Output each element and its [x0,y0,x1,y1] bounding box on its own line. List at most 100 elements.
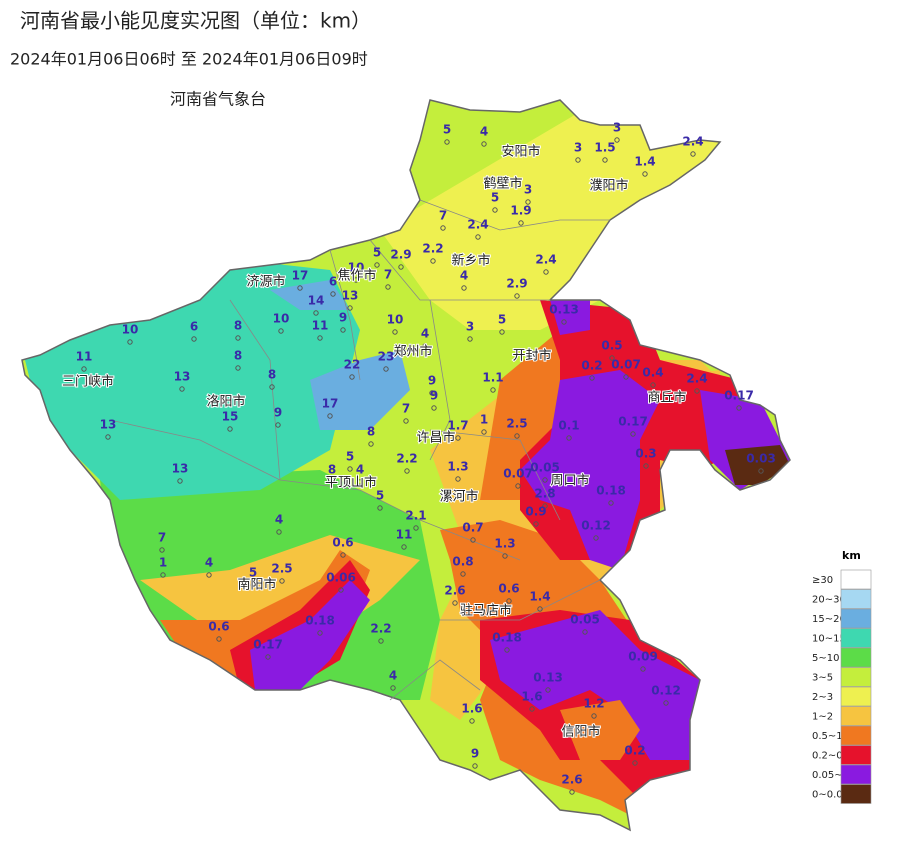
legend-label: ≥30 [812,575,833,586]
station-value: 11 [396,528,413,542]
legend-label: 3~5 [812,673,833,684]
station-dot [461,285,467,291]
station-dot [235,335,241,341]
station-value: 0.17 [618,415,648,429]
station-dot [105,434,111,440]
legend-label: 0.05~0.2 [812,770,859,781]
station-value: 11 [76,350,93,364]
station-dot [216,636,222,642]
station-dot [347,305,353,311]
station-value: 5 [373,246,381,260]
legend-label: 2~3 [812,692,833,703]
station-dot [506,598,512,604]
issuer: 河南省气象台 [170,90,266,109]
station-dot [235,365,241,371]
city-name: 商丘市 [647,390,686,406]
legend-title: km [842,549,861,562]
station-dot [545,687,551,693]
station-dot [317,630,323,636]
station-value: 22 [344,358,361,372]
station-value: 2.2 [396,452,417,466]
station-dot [499,329,505,335]
station-value: 0.1 [558,419,579,433]
station-dot [736,405,742,411]
station-value: 0.6 [332,536,353,550]
station-value: 5 [346,450,354,464]
station-dot [276,529,282,535]
station-dot [401,544,407,550]
station-value: 9 [339,311,347,325]
station-value: 11 [312,319,329,333]
map-title: 河南省最小能见度实况图（单位：km） [20,9,371,33]
station-dot [227,426,233,432]
station-dot [206,572,212,578]
station-dot [313,310,319,316]
station-value: 8 [268,368,276,382]
station-dot [404,468,410,474]
station-dot [470,537,476,543]
station-value: 0.06 [326,571,356,585]
station-dot [265,654,271,660]
station-value: 3 [524,183,532,197]
station-dot [525,199,531,205]
field-0-005 [725,445,790,485]
station-value: 13 [174,370,191,384]
station-value: 4 [275,513,283,527]
station-value: 2.2 [370,622,391,636]
station-dot [469,718,475,724]
station-value: 2.6 [561,773,582,787]
station-value: 2.8 [534,487,555,501]
station-value: 1.4 [634,155,655,169]
station-dot [518,220,524,226]
station-dot [575,157,581,163]
station-value: 0.3 [635,447,656,461]
station-value: 0.03 [746,452,776,466]
station-value: 1 [480,413,488,427]
station-value: 0.18 [596,484,626,498]
station-value: 17 [322,397,339,411]
station-value: 5 [376,489,384,503]
station-value: 2.9 [506,277,527,291]
station-dot [602,157,608,163]
station-dot [340,327,346,333]
legend-swatch [840,647,872,668]
station-dot [481,429,487,435]
city-name: 漯河市 [439,489,478,505]
field-005-02 [250,300,790,760]
station-dot [514,433,520,439]
station-dot [430,258,436,264]
station-dot [640,666,646,672]
legend-label: 0.5~1 [812,731,843,742]
station-dot [297,285,303,291]
city-name: 焦作市 [337,268,376,284]
city-name: 三门峡市 [62,374,114,390]
station-dot [429,390,435,396]
station-dot [630,431,636,437]
station-dot [467,336,473,342]
legend: km ≥30 20~30 15~20 10~15 5~10 3~5 2~3 1~2 0.5~1 0… [812,549,872,804]
station-dot [452,600,458,606]
station-value: 7 [402,402,410,416]
station-dot [623,374,629,380]
city-name: 南阳市 [237,577,276,593]
station-value: 2.2 [422,242,443,256]
station-value: 9 [430,389,438,403]
station-value: 1.2 [583,697,604,711]
station-value: 10 [273,312,290,326]
station-value: 0.12 [651,684,681,698]
station-value: 14 [308,294,325,308]
station-value: 2.4 [535,253,556,267]
station-value: 4 [356,463,364,477]
station-dot [492,207,498,213]
station-dot [593,535,599,541]
station-dot [329,479,335,485]
station-dot [279,578,285,584]
station-value: 7 [439,209,447,223]
station-value: 5 [498,313,506,327]
station-value: 10 [387,313,404,327]
station-dot [390,685,396,691]
station-dot [177,478,183,484]
station-dot [460,571,466,577]
station-dot [542,477,548,483]
city-name: 安阳市 [501,144,540,160]
